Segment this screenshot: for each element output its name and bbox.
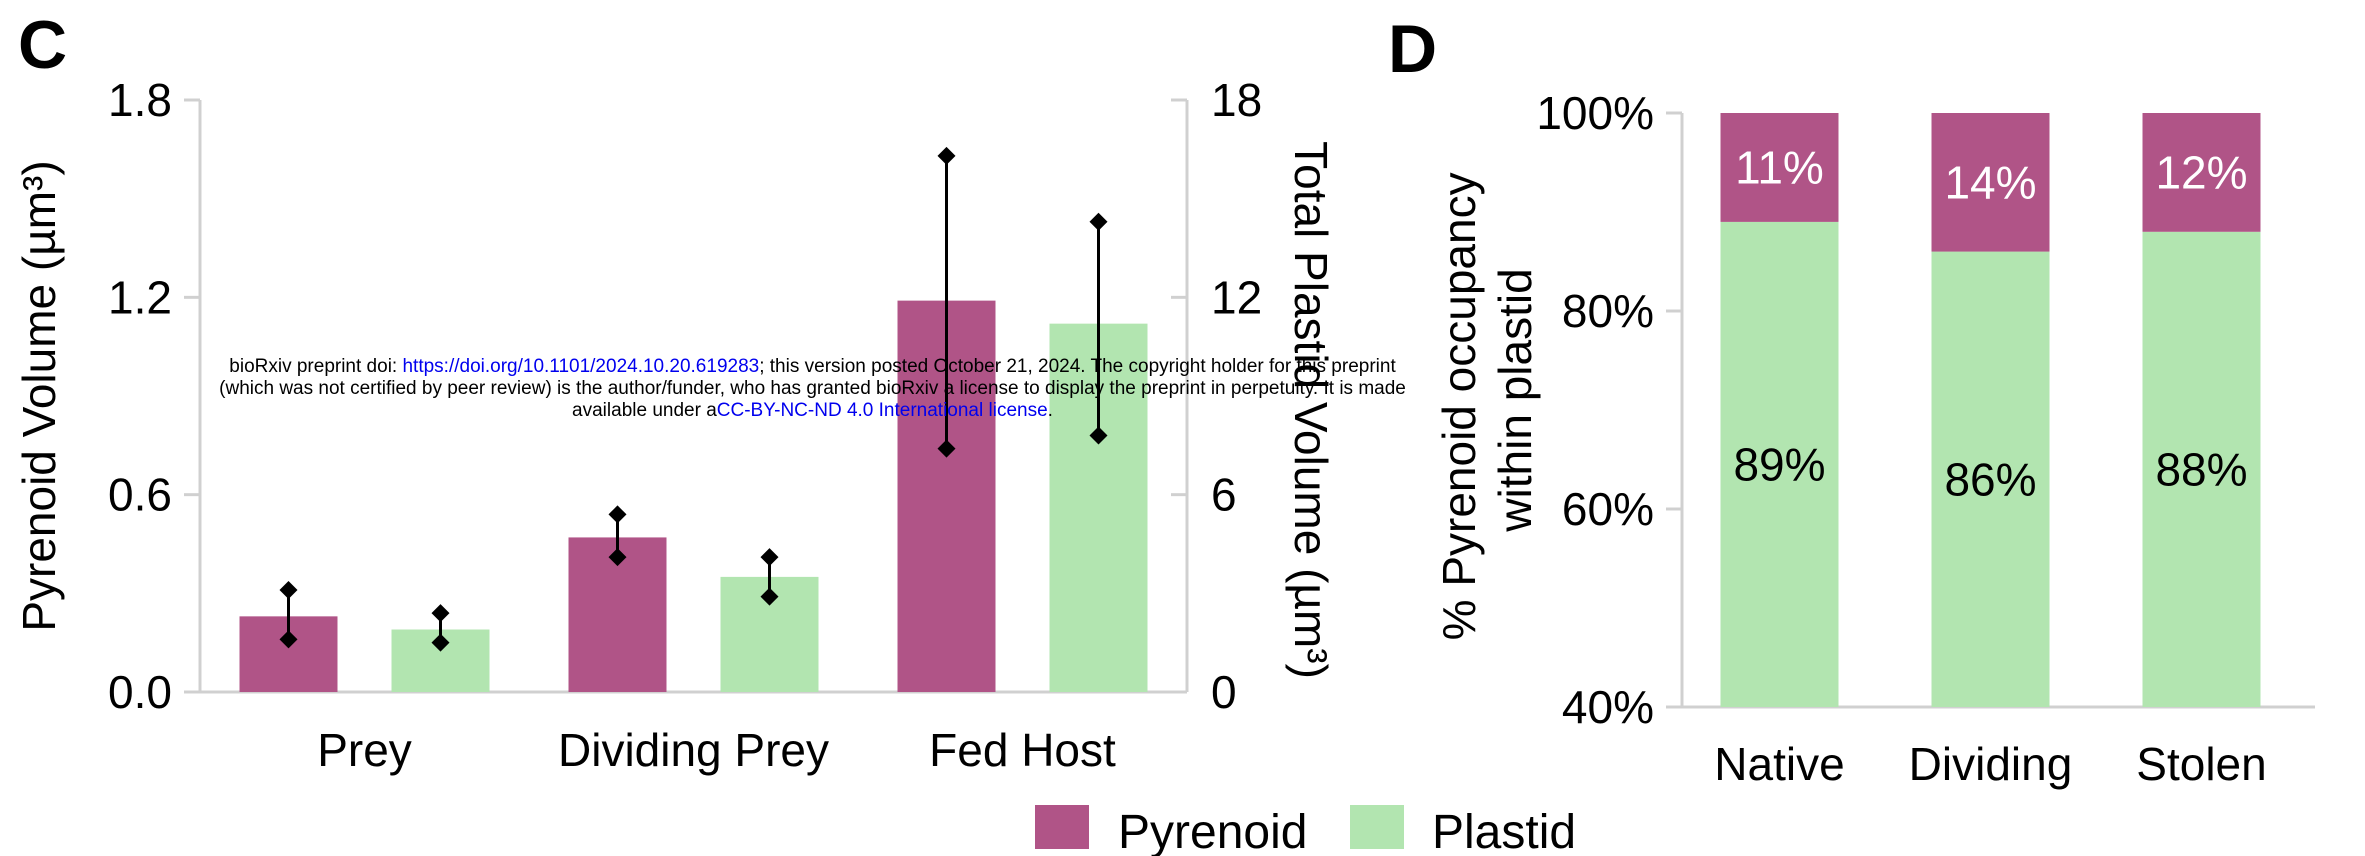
panel-d-bar-pyrenoid (2142, 113, 2261, 232)
panel-c-right-tick-label: 12 (1211, 271, 1262, 323)
panel-c-error-cap-low (937, 439, 956, 458)
watermark-license-prefix: available under a (572, 400, 717, 421)
panel-c-error-cap-high (760, 548, 779, 567)
panel-d-letter: D (1388, 11, 1437, 87)
panel-d-category-label: Native (1714, 738, 1844, 790)
panel-d-value-label-plastid: 86% (1944, 453, 2036, 505)
legend-label-pyrenoid: Pyrenoid (1118, 806, 1307, 856)
panel-c-error-cap-low (760, 587, 779, 606)
panel-c-y-axis-title: Pyrenoid Volume (µm³) (13, 160, 65, 631)
panel-d-tick-label: 100% (1536, 87, 1654, 139)
panel-d-y-axis-title: % Pyrenoid occupancy within plastid (1433, 160, 1541, 641)
panel-d-tick-label: 60% (1562, 483, 1654, 535)
panel-d-category-label: Stolen (2136, 738, 2266, 790)
preprint-watermark: bioRxiv preprint doi: https://doi.org/10… (0, 356, 1625, 422)
panel-c-error-cap-high (431, 604, 450, 623)
panel-d-value-label-pyrenoid: 14% (1944, 156, 2036, 208)
panel-c-error-cap-low (608, 548, 627, 567)
panel-c-chart: C 0.0 0.6 1.2 1.8 0 6 12 18 Prey Dividing Prey F… (13, 7, 1337, 776)
panel-d-bar-plastid (1720, 221, 1839, 707)
panel-d-value-label-pyrenoid: 12% (2155, 146, 2247, 198)
panel-c-right-tick-label: 6 (1211, 469, 1237, 521)
panel-c-category-label: Prey (317, 724, 412, 776)
watermark-line-1: bioRxiv preprint doi: https://doi.org/10… (0, 356, 1625, 378)
panel-d-value-label-plastid: 88% (2155, 443, 2247, 495)
panel-c-error-cap-high (1089, 212, 1108, 231)
panel-c-right-tick-label: 18 (1211, 74, 1262, 126)
panel-c-error-cap-high (279, 581, 298, 600)
panel-d-y-axis-title-line-2: within plastid (1489, 268, 1541, 532)
watermark-license-suffix: . (1047, 400, 1053, 421)
panel-c-left-tick-label: 1.8 (108, 74, 172, 126)
panel-d-category-label: Dividing (1909, 738, 2073, 790)
panel-d-tick-label: 40% (1562, 681, 1654, 733)
panel-c-error-cap-low (431, 633, 450, 652)
panel-c-error-cap-low (1089, 426, 1108, 445)
watermark-doi-prefix: bioRxiv preprint doi: (229, 356, 403, 377)
panel-c-error-cap-low (279, 630, 298, 649)
panel-d-tick-label: 80% (1562, 285, 1654, 337)
panel-c-error-cap-high (608, 505, 627, 524)
panel-c-right-tick-label: 0 (1211, 666, 1237, 718)
panel-d-bar-pyrenoid (1720, 113, 1839, 222)
watermark-line-2: (which was not certified by peer review)… (219, 378, 1406, 399)
legend-label-plastid: Plastid (1432, 806, 1576, 856)
panel-c-y2-axis-title: Total Plastid Volume (µm³) (1285, 141, 1337, 679)
panel-c-left-tick-label: 1.2 (108, 271, 172, 323)
panel-d-bar-pyrenoid (1931, 113, 2050, 252)
panel-d-value-label-plastid: 89% (1733, 438, 1825, 490)
legend-swatch-pyrenoid (1035, 805, 1089, 849)
watermark-line-3: available under aCC-BY-NC-ND 4.0 Interna… (0, 400, 1625, 422)
watermark-doi-link[interactable]: https://doi.org/10.1101/2024.10.20.61928… (402, 356, 760, 377)
panel-c-left-tick-label: 0.0 (108, 666, 172, 718)
panel-c-category-label: Dividing Prey (558, 724, 829, 776)
panel-c-left-tick-label: 0.6 (108, 469, 172, 521)
panel-d-bar-plastid (1931, 251, 2050, 707)
panel-c-category-label: Fed Host (929, 724, 1116, 776)
watermark-doi-suffix: ; this version posted October 21, 2024. … (759, 356, 1396, 377)
panel-d-value-label-pyrenoid: 11% (1735, 141, 1824, 193)
panel-d-bar-plastid (2142, 231, 2261, 708)
legend: Pyrenoid Plastid (1035, 805, 1576, 856)
panel-d-chart: D 40% 60% 80% 100% 89% 11% 86% 14% 88% 12% Nativ… (1388, 11, 2315, 790)
legend-swatch-plastid (1350, 805, 1404, 849)
panel-d-y-axis-title-line-1: % Pyrenoid occupancy (1433, 172, 1485, 640)
watermark-license-link[interactable]: CC-BY-NC-ND 4.0 International license (716, 400, 1048, 421)
panel-c-error-cap-high (937, 146, 956, 165)
panel-c-letter: C (18, 7, 67, 83)
